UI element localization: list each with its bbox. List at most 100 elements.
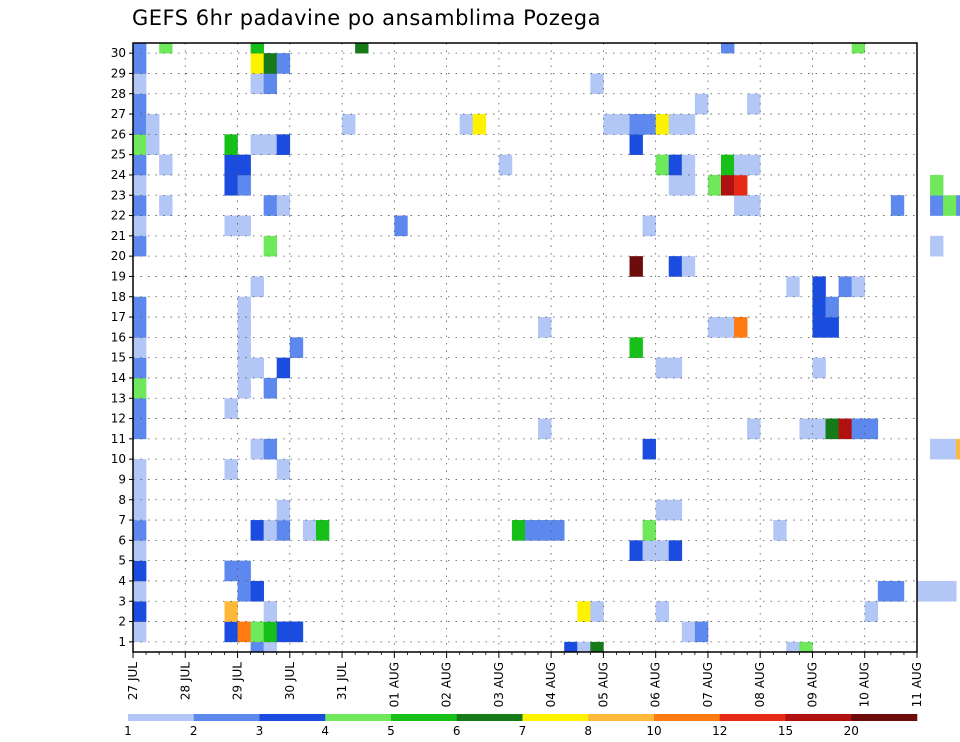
heatmap-cell [159,195,173,216]
legend-swatch [522,714,589,721]
y-tick-label: 17 [111,310,126,324]
x-tick-label: 09 AUG [805,662,819,707]
heatmap-cell [747,195,761,216]
heatmap-cell [812,357,826,379]
heatmap-cell [250,357,264,379]
heatmap-cell [590,73,604,95]
y-tick-label: 2 [118,615,126,629]
legend-swatch [325,714,392,721]
heatmap-cell [224,621,238,643]
heatmap-cell [263,235,278,257]
heatmap-cell [133,499,147,521]
heatmap-cell [237,621,251,643]
heatmap-cell [616,114,630,135]
heatmap-cell [276,357,291,379]
heatmap-cell [237,174,251,196]
y-tick-label: 20 [111,249,126,263]
heatmap-cell [721,174,735,196]
heatmap-cell [459,114,474,135]
heatmap-cell [668,114,683,135]
heatmap-cell [133,43,147,54]
y-tick-label: 27 [111,107,126,121]
heatmap-cell [133,53,147,74]
heatmap-cell [590,641,604,653]
heatmap-cell [681,256,696,277]
heatmap-cell [133,114,147,135]
heatmap-cell [224,459,238,480]
heatmap-cell [838,276,852,298]
heatmap-cell [250,276,264,298]
heatmap-cell [786,276,800,298]
heatmap-cell [943,580,957,602]
heatmap-cell [930,438,944,460]
heatmap-cell [851,418,866,440]
heatmap-cell [525,520,539,541]
heatmap-cell [263,377,278,399]
heatmap-cell [629,134,643,155]
heatmap-cell [289,337,304,358]
heatmap-cell [276,621,291,643]
heatmap-cell [812,317,826,338]
heatmap-cell [642,520,656,541]
heatmap-cell [263,195,278,216]
heatmap-cell [224,154,238,176]
y-tick-label: 9 [118,472,126,486]
legend-swatch [456,714,523,721]
heatmap-cell [851,276,866,298]
x-tick-label: 27 JUL [126,662,140,700]
heatmap-cell [642,540,656,561]
heatmap-cell [224,134,238,155]
heatmap-cell [564,641,578,653]
y-tick-label: 1 [118,635,126,649]
legend-label: 1 [124,724,132,738]
heatmap-cell [224,601,238,622]
heatmap-cell [133,418,147,440]
heatmap-cell [276,499,291,521]
heatmap-cell [394,215,408,237]
legend-label: 15 [778,724,793,738]
heatmap-cell [721,154,735,176]
heatmap-cell [890,580,905,602]
heatmap-cell [668,256,683,277]
heatmap-cell [237,296,251,318]
legend-label: 3 [256,724,264,738]
heatmap-cell [133,215,147,237]
y-tick-label: 16 [111,330,126,344]
heatmap-cell [668,154,683,176]
heatmap-cell [655,357,670,379]
legend-label: 2 [190,724,198,738]
heatmap-cell [133,601,147,622]
y-axis-ticks: 1234567891011121314151617181920212223242… [111,46,133,649]
legend-label: 4 [321,724,329,738]
heatmap-cell [250,73,264,95]
heatmap-cell [133,195,147,216]
legend-label: 10 [646,724,661,738]
heatmap-cell [864,601,879,622]
heatmap-cell [773,520,787,541]
heatmap-cell [263,621,278,643]
heatmap-cell [250,580,264,602]
heatmap-cell [276,520,291,541]
heatmap-cell [629,540,643,561]
heatmap-cell [681,621,696,643]
heatmap-cell [681,114,696,135]
x-tick-label: 30 JUL [283,662,297,700]
heatmap-cell [263,438,278,460]
heatmap-cell [812,418,826,440]
heatmap-cell [133,317,147,338]
legend-swatch [785,714,852,721]
y-tick-label: 13 [111,391,126,405]
heatmap-cell [799,641,813,653]
heatmap-cell [577,641,591,653]
legend-label: 20 [844,724,859,738]
heatmap-cell [224,398,238,419]
heatmap-cell [224,174,238,196]
heatmap-cell [133,540,147,561]
legend-swatch [851,714,918,721]
y-tick-label: 29 [111,66,126,80]
heatmap-cell [133,337,147,358]
heatmap-cell [133,296,147,318]
y-tick-label: 14 [111,371,126,385]
legend-swatch [128,714,195,721]
x-tick-label: 28 JUL [178,662,192,700]
